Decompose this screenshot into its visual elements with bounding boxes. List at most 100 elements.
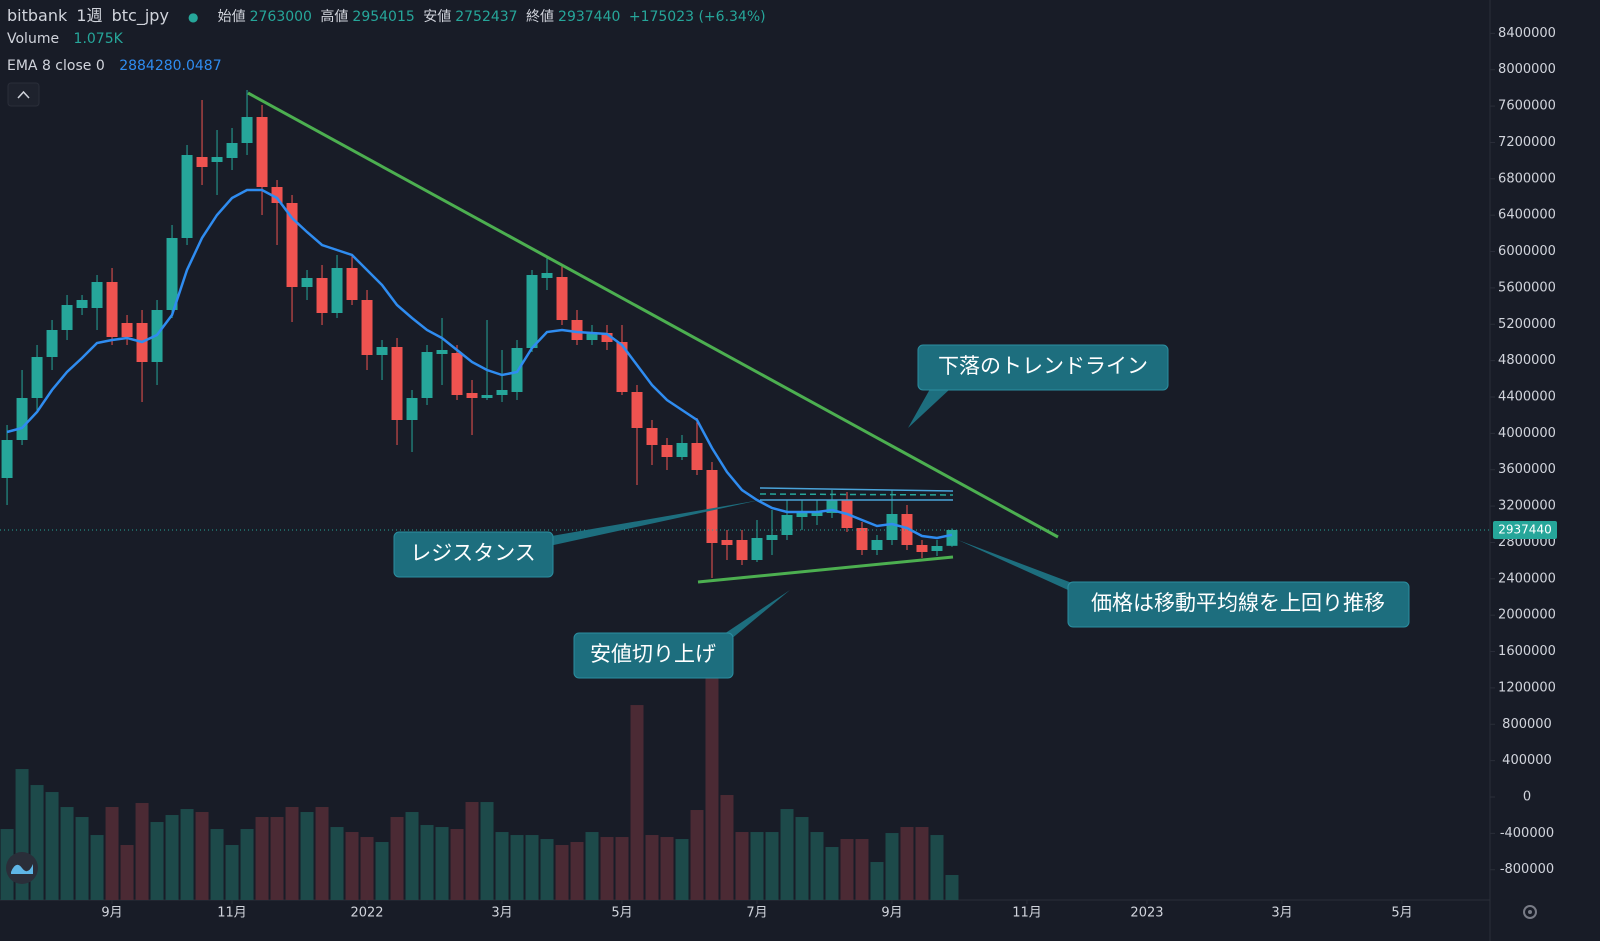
volume-bar	[405, 812, 419, 900]
candle-body	[706, 470, 718, 543]
ohlc-value: 2763000	[249, 9, 312, 25]
status-dot: ●	[188, 10, 199, 24]
volume-bar	[465, 802, 479, 900]
candle-body	[541, 273, 553, 278]
candle-body	[46, 330, 58, 357]
y-tick-label: 2000000	[1498, 608, 1556, 623]
candle-body	[106, 282, 118, 337]
callout-text: レジスタンス	[410, 541, 536, 565]
volume-bar	[705, 677, 719, 900]
candle-body	[901, 514, 913, 545]
y-tick-label: 4400000	[1498, 390, 1556, 405]
candle-body	[946, 529, 958, 546]
volume-bar	[495, 832, 509, 900]
callout-box	[393, 531, 554, 578]
volume-bar	[435, 827, 449, 900]
callout-pointer	[715, 590, 790, 640]
candle-body	[616, 342, 628, 392]
volume-bar	[480, 802, 494, 900]
candle-body	[886, 514, 898, 540]
candle-body	[601, 333, 613, 342]
ohlc-value: 2937440	[558, 9, 621, 25]
volume-bar	[285, 807, 299, 900]
candle-body	[1, 440, 13, 478]
y-tick-label: 5600000	[1498, 280, 1556, 295]
y-tick-label: 800000	[1502, 717, 1552, 732]
volume-bar	[750, 832, 764, 900]
x-tick-label: 2023	[1130, 906, 1163, 921]
candle-body	[676, 443, 688, 457]
candle-body	[346, 268, 358, 300]
ohlc-value: 2752437	[455, 9, 518, 25]
volume-bar	[360, 837, 374, 900]
volume-bar	[195, 812, 209, 900]
volume-bar	[600, 837, 614, 900]
candle-body	[796, 513, 808, 517]
candle-body	[721, 540, 733, 545]
volume-bar	[945, 875, 959, 900]
y-tick-label: 8400000	[1498, 26, 1556, 41]
candle-body	[556, 277, 568, 320]
callout-pointer	[540, 500, 760, 548]
symbol: bitbank	[7, 6, 68, 25]
candle-body	[421, 352, 433, 398]
candle-body	[766, 535, 778, 540]
plot-area	[0, 90, 1490, 900]
volume-bar	[375, 842, 389, 900]
volume-bar	[75, 817, 89, 900]
y-tick-label: -800000	[1500, 862, 1554, 877]
candle-body	[526, 275, 538, 348]
volume-bar	[690, 810, 704, 900]
volume-bar	[855, 839, 869, 900]
candle-body	[361, 300, 373, 355]
volume-bar	[30, 785, 44, 900]
volume-bar	[90, 835, 104, 900]
y-tick-label: 8000000	[1498, 62, 1556, 77]
y-tick-label: 3200000	[1498, 499, 1556, 514]
logo[interactable]	[6, 852, 38, 884]
candle-body	[586, 333, 598, 340]
candle-body	[631, 392, 643, 428]
collapse-button[interactable]	[7, 82, 40, 107]
y-tick-label: 400000	[1502, 753, 1552, 768]
callout-text: 下落のトレンドライン	[938, 354, 1148, 378]
x-tick-label: 3月	[1271, 906, 1292, 921]
volume-bar	[390, 817, 404, 900]
volume-bar	[150, 822, 164, 900]
candle-body	[76, 300, 88, 308]
candle-body	[121, 323, 133, 337]
price-tag-label: 2937440	[1498, 522, 1551, 536]
y-tick-label: 4000000	[1498, 426, 1556, 441]
x-tick-label: 7月	[746, 906, 767, 921]
volume-bar	[930, 835, 944, 900]
x-tick-label: 9月	[101, 906, 122, 921]
ohlc-label: 終値	[526, 9, 555, 25]
volume-bar	[45, 792, 59, 900]
candle-body	[226, 143, 238, 158]
candle-body	[781, 515, 793, 535]
ohlc-label: 高値	[320, 9, 349, 25]
x-tick-label: 11月	[1012, 906, 1042, 921]
candle-body	[181, 155, 193, 238]
resistance-line	[759, 487, 954, 492]
y-tick-label: 7600000	[1498, 99, 1556, 114]
candle-body	[736, 540, 748, 560]
settings-icon[interactable]	[1523, 905, 1537, 919]
callout-text: 安値切り上げ	[590, 642, 716, 666]
volume-bar	[900, 827, 914, 900]
callout-pointer	[908, 389, 950, 428]
y-tick-label: -400000	[1500, 826, 1554, 841]
price-tag	[1493, 520, 1557, 539]
volume-bar	[585, 832, 599, 900]
legend-value: 2884280.0487	[119, 58, 222, 74]
candle-body	[811, 512, 823, 516]
volume-bar	[540, 839, 554, 900]
interval: 1週	[76, 6, 103, 25]
x-tick-label: 5月	[611, 906, 632, 921]
volume-bar	[660, 837, 674, 900]
callout-pointer	[958, 540, 1090, 600]
candle-body	[451, 353, 463, 395]
x-tick-label: 9月	[881, 906, 902, 921]
drawings	[247, 91, 1059, 584]
